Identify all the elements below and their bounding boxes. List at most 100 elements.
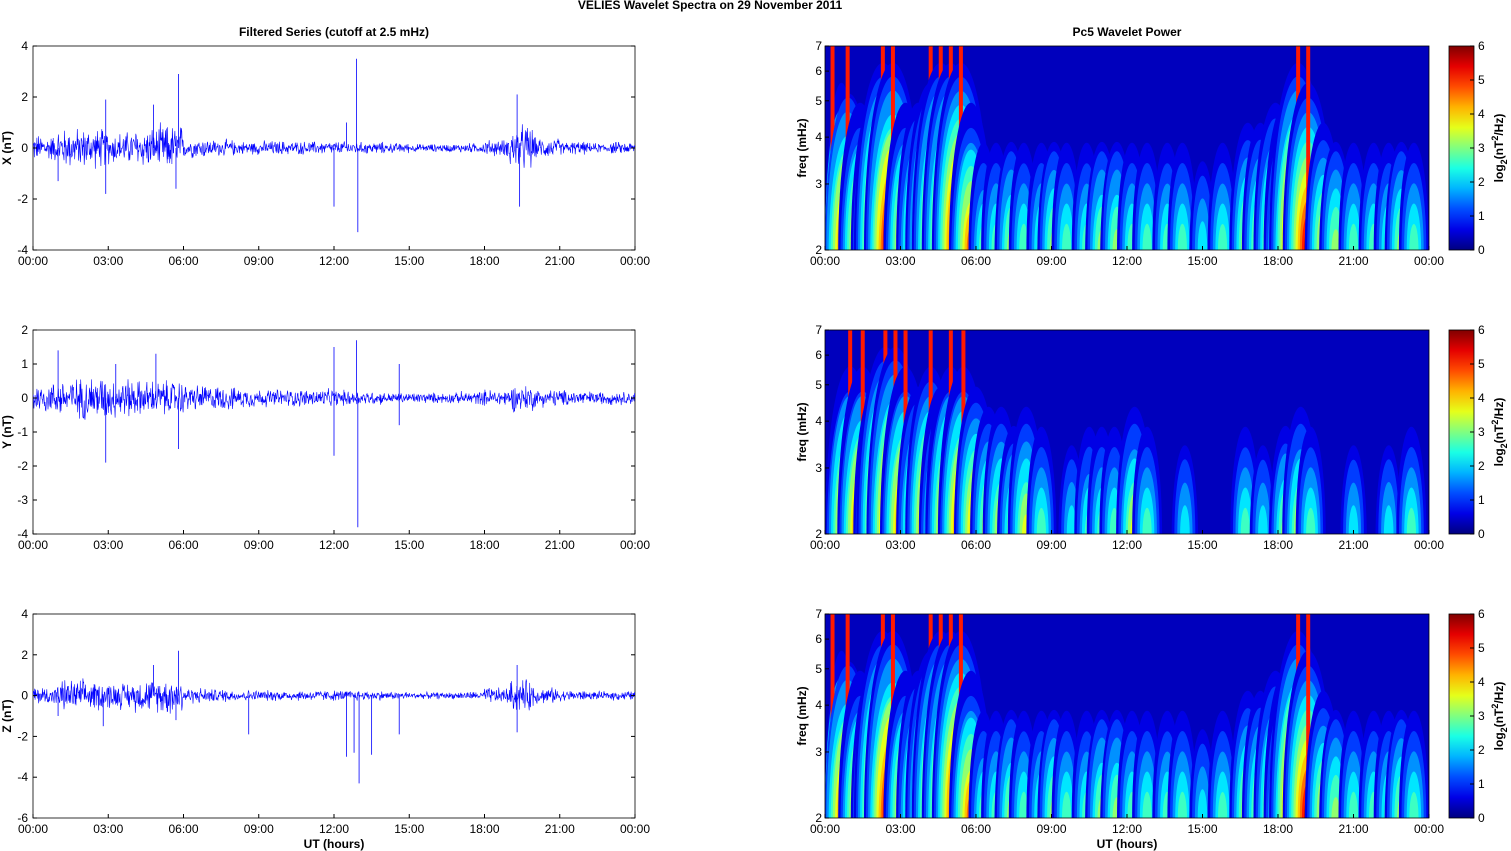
wavelet-streak [1306,46,1311,250]
xtick-label: 09:00 [244,538,274,552]
freq-ylabel: freq (mHz) [795,118,809,177]
wavelet-contour [1218,223,1228,250]
colorbar-tick-label: 2 [1478,743,1485,757]
colorbar-tick-label: 0 [1478,527,1485,541]
colorbar-tick-label: 6 [1478,323,1485,337]
figure-title: VELIES Wavelet Spectra on 29 November 20… [578,0,843,12]
colorbar-label-part: /Hz) [1492,398,1506,420]
series-line-z [33,678,635,714]
colorbar-label-part: (nT [1492,424,1506,443]
xtick-label: 18:00 [469,538,499,552]
wavelet-contour [1306,507,1316,534]
colorbar-tick-label: 6 [1478,607,1485,621]
freq-tick-label: 3 [815,177,822,191]
freq-tick-label: 4 [815,414,822,428]
wavelet-contour [1180,505,1190,534]
wavelet-contour [1019,223,1029,250]
ytick-label: -2 [17,459,28,473]
timeseries-axes-z [32,613,636,819]
ytick-label: -4 [17,243,28,257]
xtick-label: 09:00 [244,822,274,836]
freq-tick-label: 2 [815,243,822,257]
freq-tick-label: 2 [815,811,822,825]
wavelet-burst [1207,142,1238,250]
xtick-label: 06:00 [961,822,991,836]
colorbar-tick-label: 4 [1478,107,1485,121]
wavelet-burst [1398,710,1429,818]
freq-tick-label: 5 [815,94,822,108]
colorbar-tick-label: 2 [1478,175,1485,189]
freq-tick-label: 3 [815,461,822,475]
xtick-label: 15:00 [394,538,424,552]
xtick-label: 09:00 [1036,254,1066,268]
colorbar-label-part: log [1492,732,1506,750]
xtick-label: 06:00 [168,822,198,836]
xtick-label: 03:00 [93,822,123,836]
wavelet-contour [1348,223,1359,250]
freq-tick-label: 2 [815,527,822,541]
wavelet-burst [1008,710,1039,818]
xtick-label: 18:00 [1263,254,1293,268]
right-xlabel: UT (hours) [1097,837,1158,851]
colorbar-tick-label: 1 [1478,209,1485,223]
wavelet-contour [1406,507,1416,534]
colorbar-label-part: 2 [1490,136,1500,141]
wavelet-contour [1409,791,1419,818]
xtick-label: 06:00 [961,538,991,552]
wavelet-burst [1132,426,1163,534]
colorbar-label-part: /Hz) [1492,682,1506,704]
ytick-label: -1 [17,425,28,439]
colorbar-tick-label: 0 [1478,811,1485,825]
wavelet-contour [1142,507,1152,534]
colorbar-tick-label: 2 [1478,459,1485,473]
wavelet-contour [1383,505,1394,534]
colorbar-tick-label: 5 [1478,641,1485,655]
ytick-label: 0 [21,141,28,155]
xtick-label: 00:00 [1414,538,1444,552]
xtick-label: 00:00 [810,538,840,552]
ytick-label: -4 [17,770,28,784]
colorbar-label-part: log [1492,164,1506,182]
ytick-label: 1 [21,357,28,371]
xtick-label: 15:00 [1187,254,1217,268]
xtick-label: 12:00 [1112,538,1142,552]
ytick-label: -2 [17,729,28,743]
colorbar [1448,329,1475,535]
ytick-label: 0 [21,689,28,703]
xtick-label: 18:00 [1263,538,1293,552]
ytick-label: 4 [21,39,28,53]
xtick-label: 00:00 [18,538,48,552]
colorbar-label-part: (nT [1492,708,1506,727]
ylabel-y: Y (nT) [0,415,14,449]
colorbar-label-part: 2 [1499,727,1509,732]
wavelet-contour [1019,791,1029,818]
wavelet-contour [1142,791,1152,818]
xtick-label: 06:00 [168,538,198,552]
wavelet-contour [1142,223,1152,250]
xtick-label: 00:00 [18,254,48,268]
colorbar-tick-label: 5 [1478,73,1485,87]
xtick-label: 09:00 [1036,538,1066,552]
wavelet-contour [1348,505,1359,534]
xtick-label: 12:00 [319,538,349,552]
wavelet-contour [1218,791,1228,818]
wavelet-burst [1398,142,1429,250]
wavelet-contour [1240,507,1250,534]
colorbar-label-part: 2 [1499,443,1509,448]
wavelet-contour [1066,505,1077,534]
ytick-label: 4 [21,607,28,621]
colorbar-tick-label: 4 [1478,675,1485,689]
freq-tick-label: 6 [815,348,822,362]
wavelet-contour [1036,507,1046,534]
colorbar-tick-label: 3 [1478,709,1485,723]
wavelet-contour [1348,791,1359,818]
xtick-label: 21:00 [1338,822,1368,836]
xtick-label: 18:00 [469,254,499,268]
colorbar-label-part: 2 [1490,420,1500,425]
xtick-label: 06:00 [168,254,198,268]
freq-tick-label: 7 [815,39,822,53]
wavelet-contour [1062,791,1072,818]
colorbar-label-part: (nT [1492,140,1506,159]
xtick-label: 00:00 [1414,822,1444,836]
